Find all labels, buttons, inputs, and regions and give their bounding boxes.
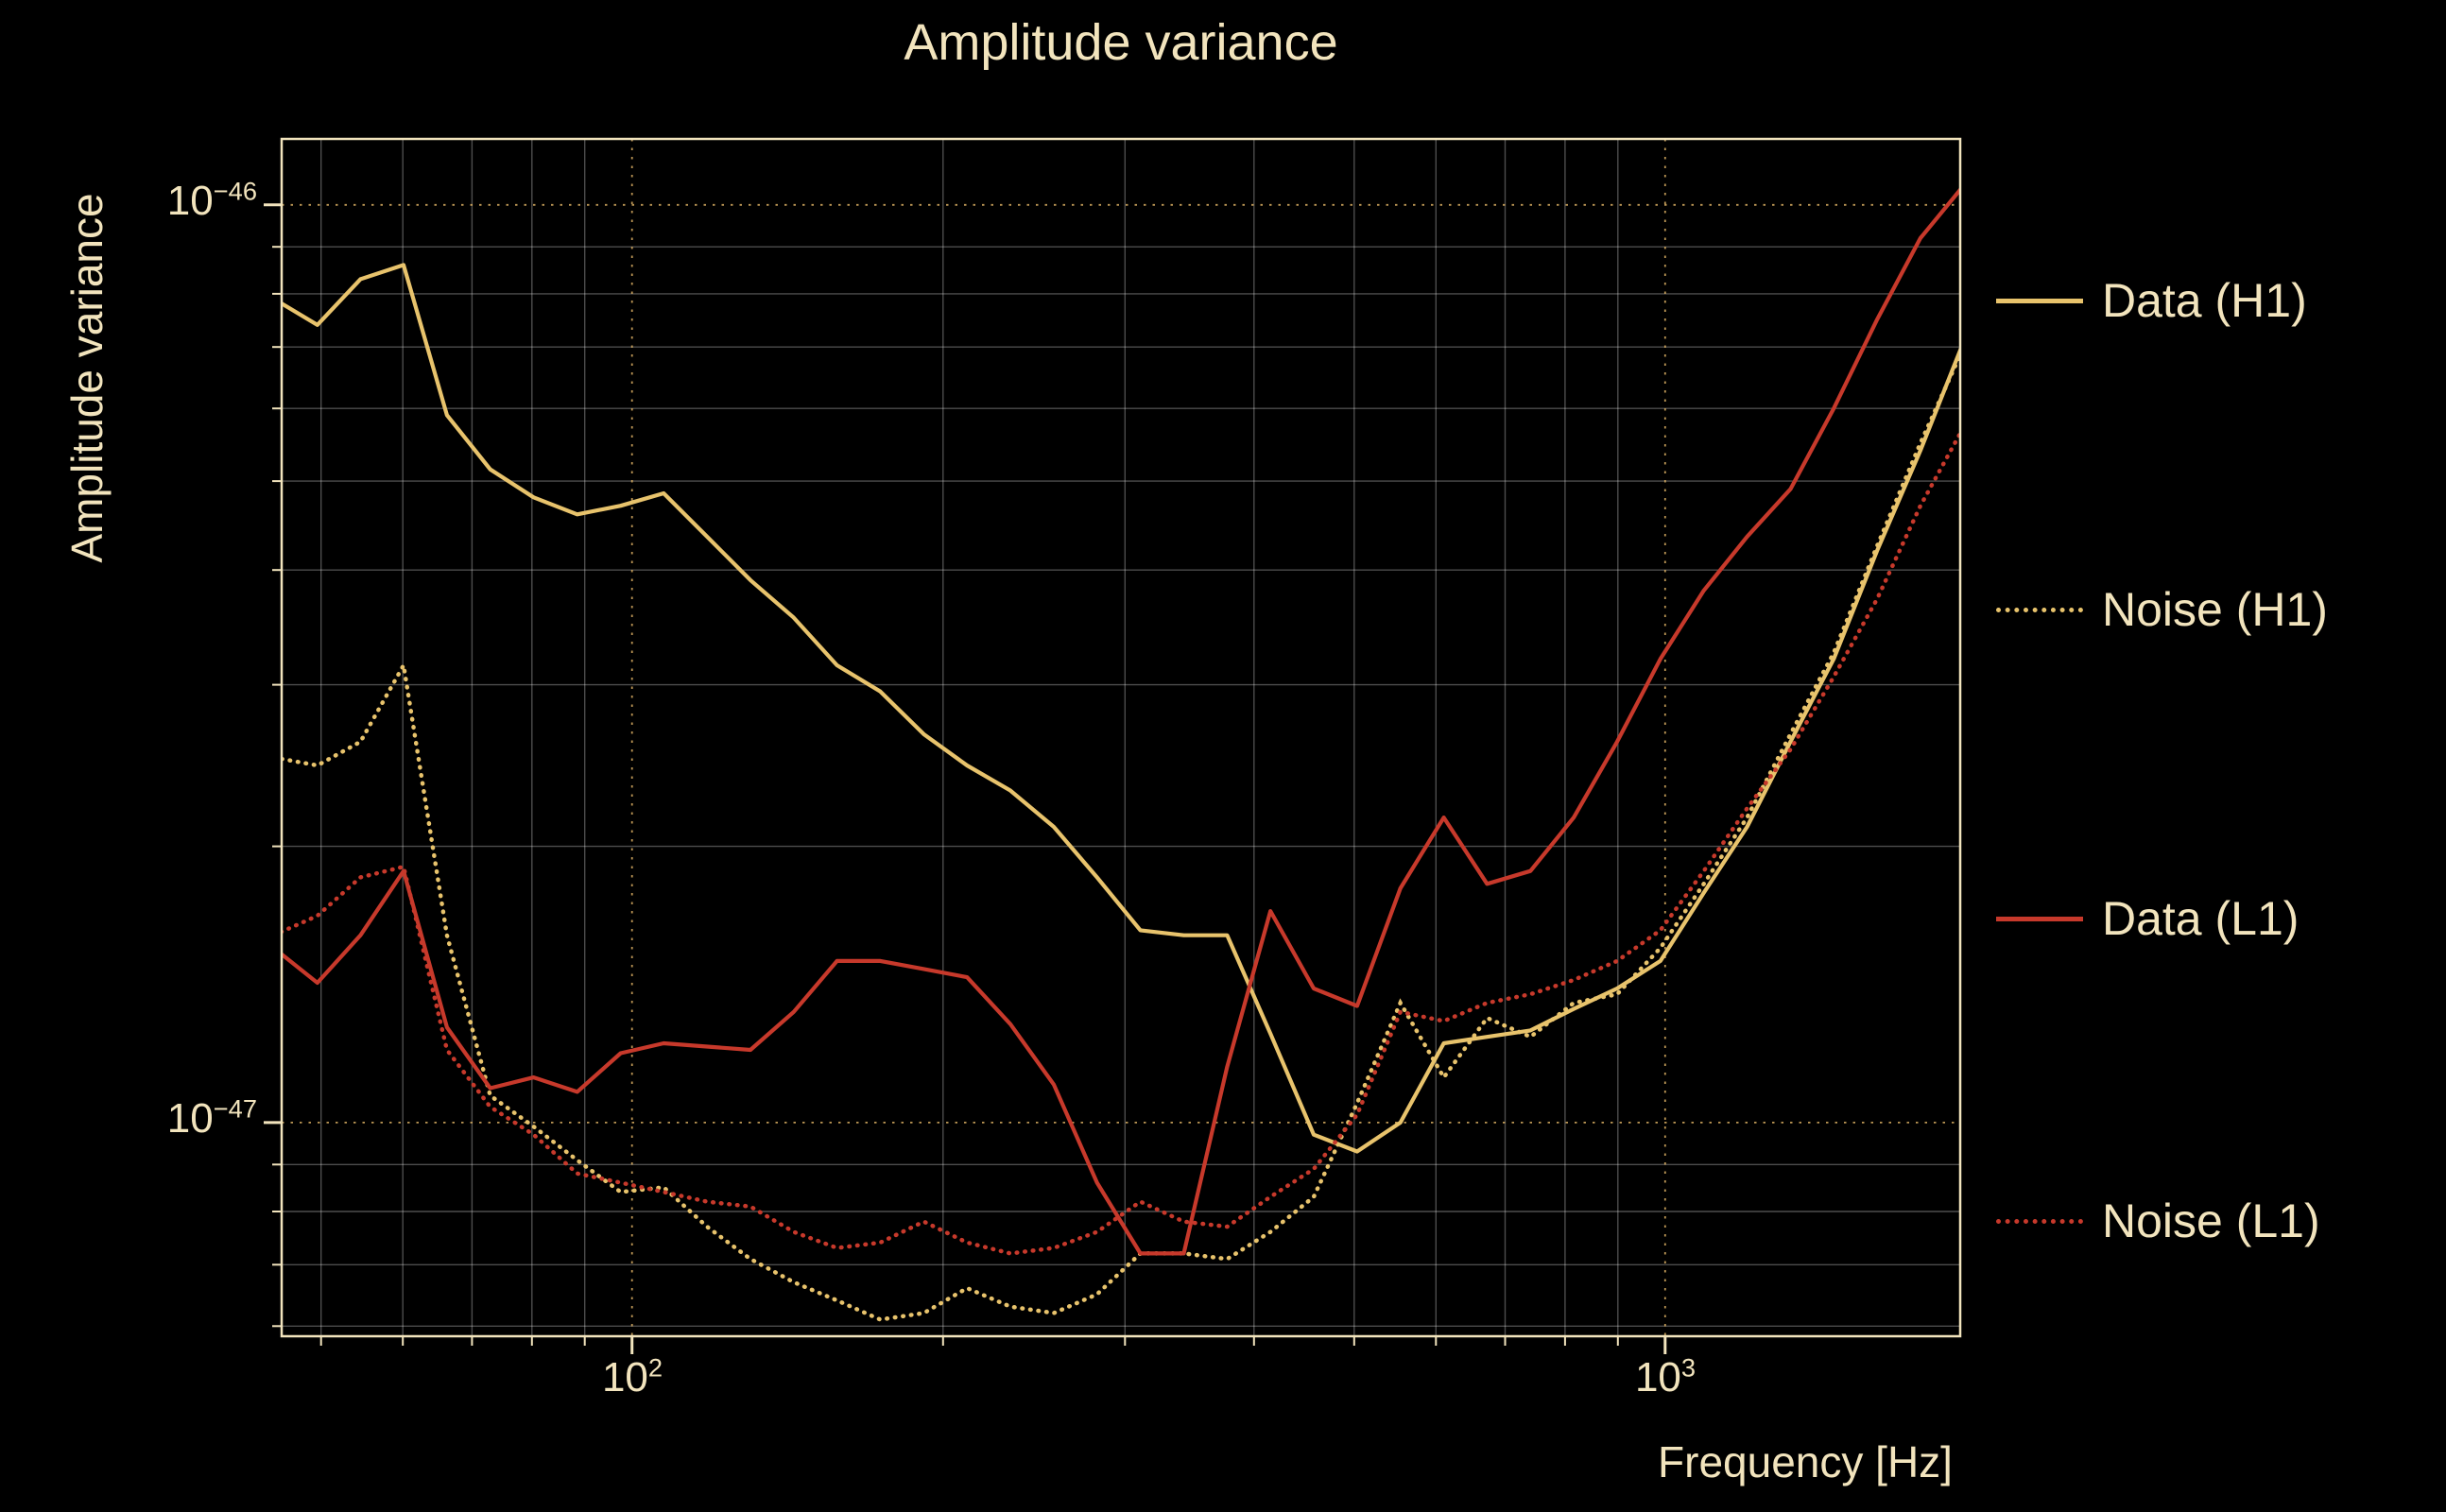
y-tick-label-1e-47: 10−47 (166, 1093, 257, 1142)
curve-data-l1 (282, 186, 1960, 1256)
y-axis-label: Amplitude variance (62, 193, 112, 563)
curve-noise-l1 (282, 428, 1960, 1256)
x-axis-label: Frequency [Hz] (1658, 1437, 1953, 1486)
legend-label-data-l1: Data (L1) (2102, 892, 2300, 945)
legend-label-noise-h1: Noise (H1) (2102, 583, 2328, 636)
legend-entry-data-l1: Data (L1) (1996, 888, 2299, 949)
legend-entry-noise-h1: Noise (H1) (1996, 579, 2328, 640)
gridlines (282, 139, 1960, 1336)
legend-label-noise-l1: Noise (L1) (2102, 1194, 2320, 1247)
axis-ticks (264, 203, 1667, 1354)
x-tick-label-100: 102 (601, 1352, 663, 1400)
legend-line-sample-data-h1 (1996, 298, 2083, 303)
plot-frame (280, 137, 1962, 1338)
legend-line-sample-data-l1 (1996, 916, 2083, 921)
legend-label-data-h1: Data (H1) (2102, 274, 2307, 327)
chart-title: Amplitude variance (904, 14, 1338, 71)
legend-line-sample-noise-l1 (1996, 1218, 2083, 1224)
y-tick-label-1e-46: 10−46 (166, 176, 257, 224)
legend-entry-data-h1: Data (H1) (1996, 270, 2307, 331)
legend-entry-noise-l1: Noise (L1) (1996, 1191, 2320, 1251)
x-tick-label-1000: 103 (1634, 1352, 1697, 1400)
legend-line-sample-noise-h1 (1996, 607, 2083, 612)
curve-noise-h1 (282, 350, 1960, 1322)
curve-data-h1 (282, 263, 1960, 1154)
